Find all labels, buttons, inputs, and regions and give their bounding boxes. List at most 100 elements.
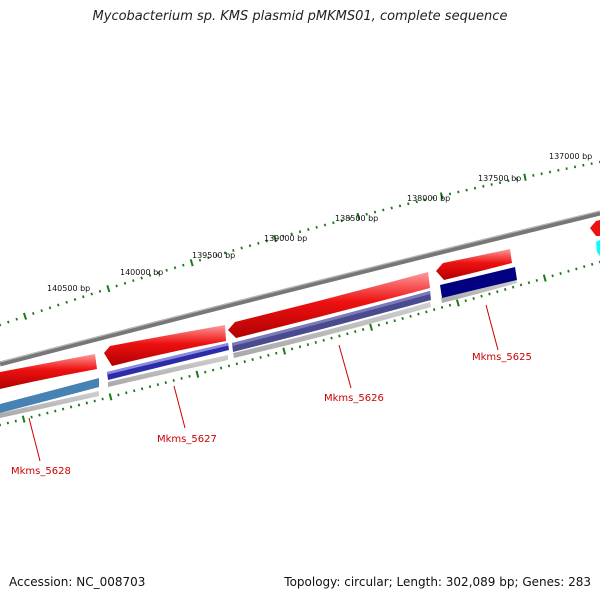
reverse-features [0, 240, 600, 413]
feature-mkms-5625 [440, 267, 517, 298]
inner-tick-42 [330, 336, 333, 340]
inner-tick-4 [30, 415, 33, 419]
inner-tick-ring [0, 260, 600, 427]
outer-tick-42 [348, 217, 352, 220]
gene-label-mkms-5626: Mkms_5626 [324, 393, 384, 404]
inner-tick-36 [282, 347, 287, 355]
inner-tick-35 [275, 351, 278, 355]
inner-tick-44 [346, 332, 349, 336]
tick-label: 137500 bp [478, 174, 521, 183]
inner-tick-20 [156, 383, 160, 387]
outer-tick-48 [398, 204, 402, 208]
outer-tick-70 [582, 163, 585, 167]
inner-tick-69 [542, 274, 547, 282]
gene-arrow-mkms-5626 [228, 272, 430, 338]
outer-tick-10 [82, 295, 85, 299]
leader-line-mkms-5626 [338, 344, 352, 389]
outer-tick-55 [457, 190, 460, 194]
inner-tick-52 [409, 314, 412, 318]
inner-tick-16 [125, 391, 128, 395]
outer-tick-ring [0, 160, 600, 327]
outer-tick-23 [189, 259, 194, 267]
sequence-backbone [0, 210, 600, 367]
inner-tick-41 [322, 338, 325, 342]
inner-tick-45 [354, 330, 357, 334]
outer-tick-25 [207, 256, 210, 260]
inner-tick-49 [385, 321, 389, 325]
outer-tick-46 [382, 208, 385, 212]
leader-line-mkms-5625 [485, 304, 499, 351]
gene-label-mkms-5628: Mkms_5628 [11, 466, 71, 477]
map-title: Mycobacterium sp. KMS plasmid pMKMS01, c… [92, 9, 508, 24]
outer-tick-37 [307, 228, 310, 231]
outer-tick-62 [515, 177, 518, 181]
inner-tick-56 [440, 305, 444, 309]
inner-tick-12 [93, 399, 96, 403]
inner-tick-24 [188, 374, 191, 378]
tick-label: 137000 bp [549, 152, 592, 161]
inner-tick-57 [448, 303, 452, 307]
inner-tick-23 [180, 376, 183, 380]
inner-tick-6 [46, 411, 49, 415]
inner-tick-39 [306, 343, 310, 347]
accession-label: Accession: NC_008703 [9, 575, 146, 589]
inner-tick-40 [314, 340, 317, 344]
feature-edge [596, 240, 600, 256]
outer-tick-66 [548, 170, 552, 174]
inner-tick-60 [472, 297, 475, 300]
outer-tick-39 [323, 223, 327, 227]
gene-labels: Mkms_5625 Mkms_5626 Mkms_5627 Mkms_5628 [11, 304, 532, 477]
inner-tick-26 [204, 370, 207, 374]
outer-tick-59 [490, 183, 493, 186]
inner-tick-19 [148, 385, 152, 389]
outer-tick-19 [157, 271, 160, 275]
inner-tick-15 [117, 393, 120, 397]
tick-label: 140500 bp [47, 284, 90, 293]
leader-line-mkms-5627 [173, 385, 186, 429]
inner-tick-53 [417, 312, 420, 316]
inner-tick-46 [361, 327, 365, 331]
inner-tick-8 [61, 407, 65, 411]
inner-tick-55 [433, 308, 436, 312]
forward-genes [0, 220, 600, 389]
inner-tick-30 [235, 362, 239, 366]
inner-tick-33 [259, 355, 262, 359]
inner-tick-72 [567, 269, 570, 273]
outer-tick-30 [248, 244, 252, 248]
outer-tick-21 [173, 266, 177, 270]
inner-tick-67 [527, 281, 531, 285]
inner-tick-14 [108, 393, 113, 401]
inner-tick-28 [219, 366, 223, 370]
outer-tick-20 [165, 268, 168, 272]
inner-tick-5 [38, 413, 41, 417]
inner-tick-7 [54, 409, 57, 413]
outer-tick-65 [540, 172, 543, 176]
inner-tick-10 [77, 403, 81, 407]
inner-tick-59 [464, 299, 467, 303]
inner-tick-31 [243, 360, 246, 364]
outer-tick-4 [32, 312, 35, 315]
outer-tick-57 [473, 186, 477, 190]
outer-tick-7 [57, 303, 60, 307]
inner-tick-34 [267, 353, 270, 357]
inner-tick-65 [511, 285, 515, 289]
inner-tick-22 [172, 379, 175, 382]
inner-tick-66 [519, 283, 523, 287]
outer-tick-40 [332, 221, 335, 225]
inner-tick-32 [251, 358, 254, 361]
inner-tick-37 [290, 347, 294, 351]
outer-tick-14 [115, 284, 118, 288]
outer-tick-41 [340, 219, 343, 223]
outer-tick-22 [182, 263, 185, 267]
outer-tick-17 [140, 276, 143, 280]
outer-tick-61 [507, 179, 510, 183]
inner-tick-1 [6, 421, 10, 425]
gene-arrow-mkms-5628 [0, 354, 97, 389]
outer-tick-34 [282, 234, 285, 238]
outer-tick-9 [73, 298, 77, 301]
outer-tick-11 [90, 292, 93, 296]
inner-tick-63 [496, 290, 499, 294]
outer-tick-12 [98, 289, 102, 293]
inner-tick-62 [488, 292, 491, 296]
